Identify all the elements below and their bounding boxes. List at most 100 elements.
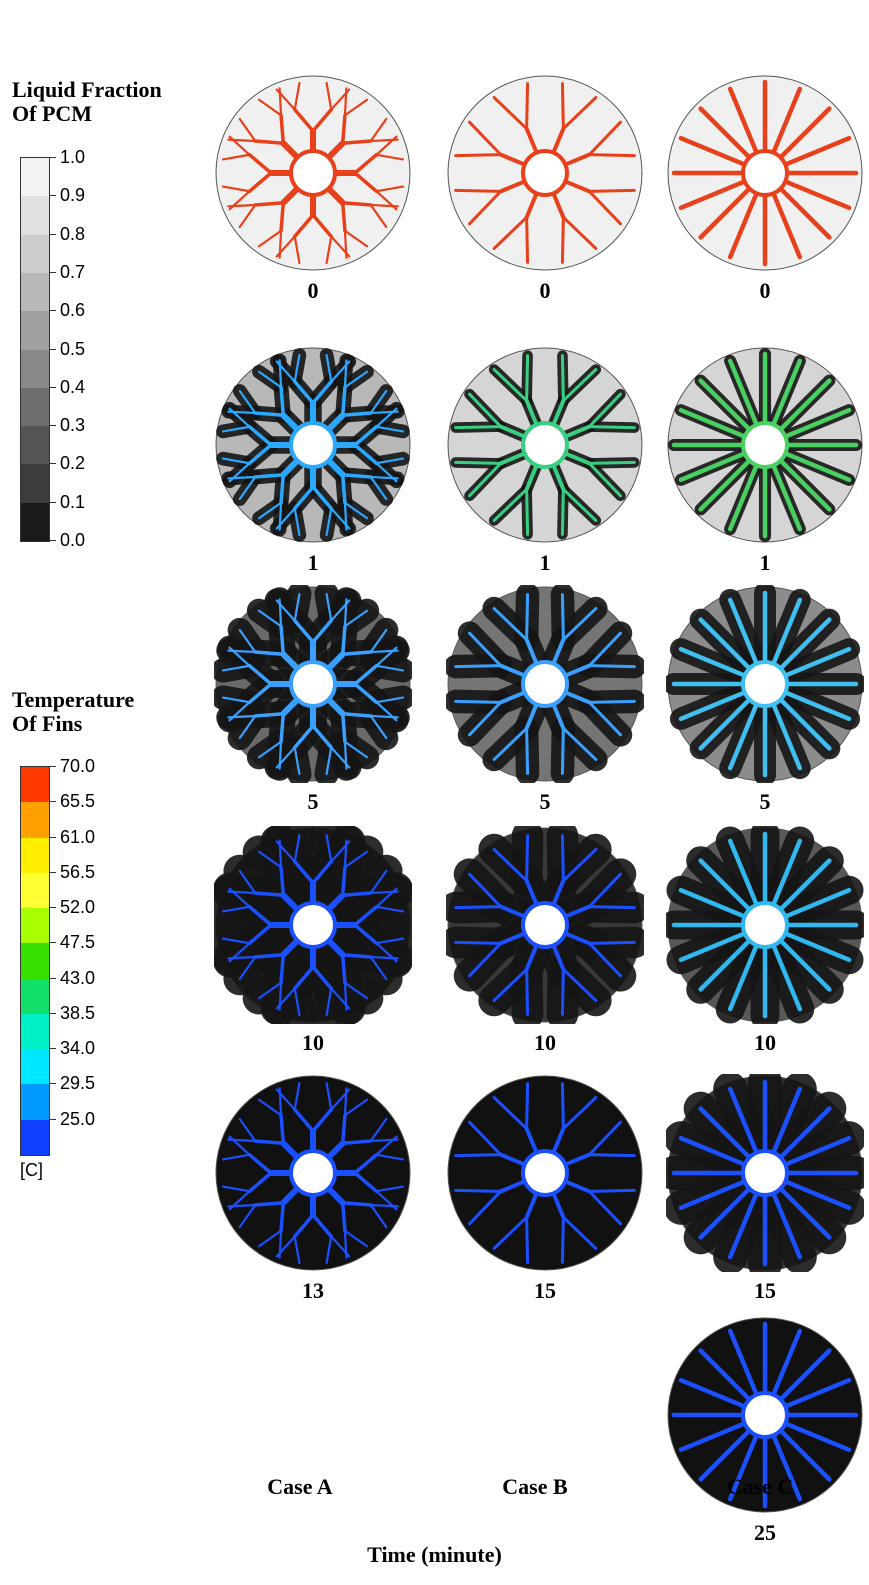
fin: [330, 1235, 351, 1258]
fin: [221, 153, 251, 161]
time-label: 1: [759, 550, 771, 575]
fin: [563, 152, 592, 167]
fin: [369, 1203, 388, 1229]
fin: [279, 472, 286, 505]
fin: [563, 451, 592, 466]
fin: [343, 850, 369, 869]
fin: [587, 120, 622, 157]
fin: [293, 1213, 315, 1239]
fin: [587, 699, 636, 704]
panel-case-a-t0: [214, 74, 412, 272]
inner-tube: [521, 660, 569, 708]
fin: [278, 359, 283, 389]
fin: [525, 82, 530, 131]
fin: [727, 463, 759, 532]
fin: [353, 425, 379, 447]
fin: [343, 598, 348, 628]
fin: [253, 472, 286, 479]
fin: [698, 697, 752, 751]
fin: [551, 943, 566, 972]
fin: [353, 153, 379, 175]
fin: [238, 714, 257, 740]
temperature-legend-title: Temperature Of Fins: [12, 688, 134, 736]
heat-sink-diagram: [447, 75, 643, 271]
fin: [454, 153, 503, 158]
fin: [783, 646, 852, 678]
fin: [280, 892, 301, 913]
fin: [778, 858, 832, 912]
fin: [698, 378, 752, 432]
fin: [278, 598, 283, 628]
fin: [698, 617, 752, 671]
fin: [783, 1377, 852, 1409]
inner-tube: [741, 1149, 789, 1197]
fin: [279, 711, 286, 744]
fin: [698, 458, 752, 512]
fin: [280, 651, 301, 672]
fin: [561, 848, 598, 883]
fin: [293, 1235, 301, 1265]
fin: [293, 724, 315, 750]
fin: [524, 463, 539, 492]
fin: [325, 1185, 346, 1206]
time-label: 10: [534, 1030, 556, 1055]
fin: [257, 98, 283, 117]
fin: [278, 501, 283, 531]
liquid-fraction-tick-label: 0.0: [60, 530, 86, 550]
temperature-color-segment: [21, 872, 49, 909]
fin: [353, 443, 379, 465]
fin: [221, 457, 251, 465]
fin: [369, 203, 399, 208]
time-label: 15: [754, 1278, 776, 1303]
temperature-tick-mark: [50, 801, 56, 803]
temperature-tick-label: 25.0: [60, 1108, 96, 1129]
liquid-fraction-color-segment: [21, 464, 49, 504]
fin: [678, 407, 747, 439]
liquid-fraction-tick-mark: [50, 310, 56, 312]
temperature-tick-label: 70.0: [60, 756, 96, 776]
fin: [771, 1191, 803, 1260]
fin: [468, 872, 503, 909]
heat-sink-diagram: [667, 347, 863, 543]
fin: [369, 955, 388, 981]
fin: [524, 637, 539, 666]
fin: [454, 188, 503, 193]
case-label-b: Case B: [502, 1474, 568, 1499]
time-label: 0: [307, 278, 319, 303]
heat-sink-diagram: [443, 582, 647, 786]
fin: [492, 1215, 529, 1250]
fin: [325, 185, 346, 206]
fin: [279, 385, 286, 418]
fin: [353, 682, 379, 704]
fin: [253, 411, 286, 418]
fin: [498, 904, 527, 919]
fin: [280, 140, 301, 161]
fin: [587, 392, 622, 429]
fin: [587, 872, 622, 909]
fin: [727, 1086, 759, 1155]
temperature-tick-mark: [50, 836, 56, 838]
fin: [678, 1135, 747, 1167]
fin: [340, 952, 373, 959]
fin: [247, 905, 273, 927]
fin: [498, 1152, 527, 1167]
fin: [561, 607, 598, 642]
fin: [353, 1153, 379, 1175]
fin: [325, 833, 333, 863]
fin: [369, 203, 388, 229]
fin: [454, 1153, 503, 1158]
temperature-tick-mark: [50, 1083, 56, 1085]
fin: [330, 746, 351, 769]
fin: [221, 905, 251, 913]
temperature-color-segment: [21, 1119, 49, 1156]
fin: [698, 938, 752, 992]
fin: [678, 690, 747, 722]
fin: [293, 859, 315, 885]
fin: [257, 1098, 283, 1117]
fin: [778, 1348, 832, 1402]
liquid-fraction-tick-mark: [50, 501, 56, 503]
fin: [587, 631, 622, 668]
liquid-fraction-tick-mark: [50, 348, 56, 350]
fin: [257, 740, 283, 759]
fin: [561, 96, 598, 131]
